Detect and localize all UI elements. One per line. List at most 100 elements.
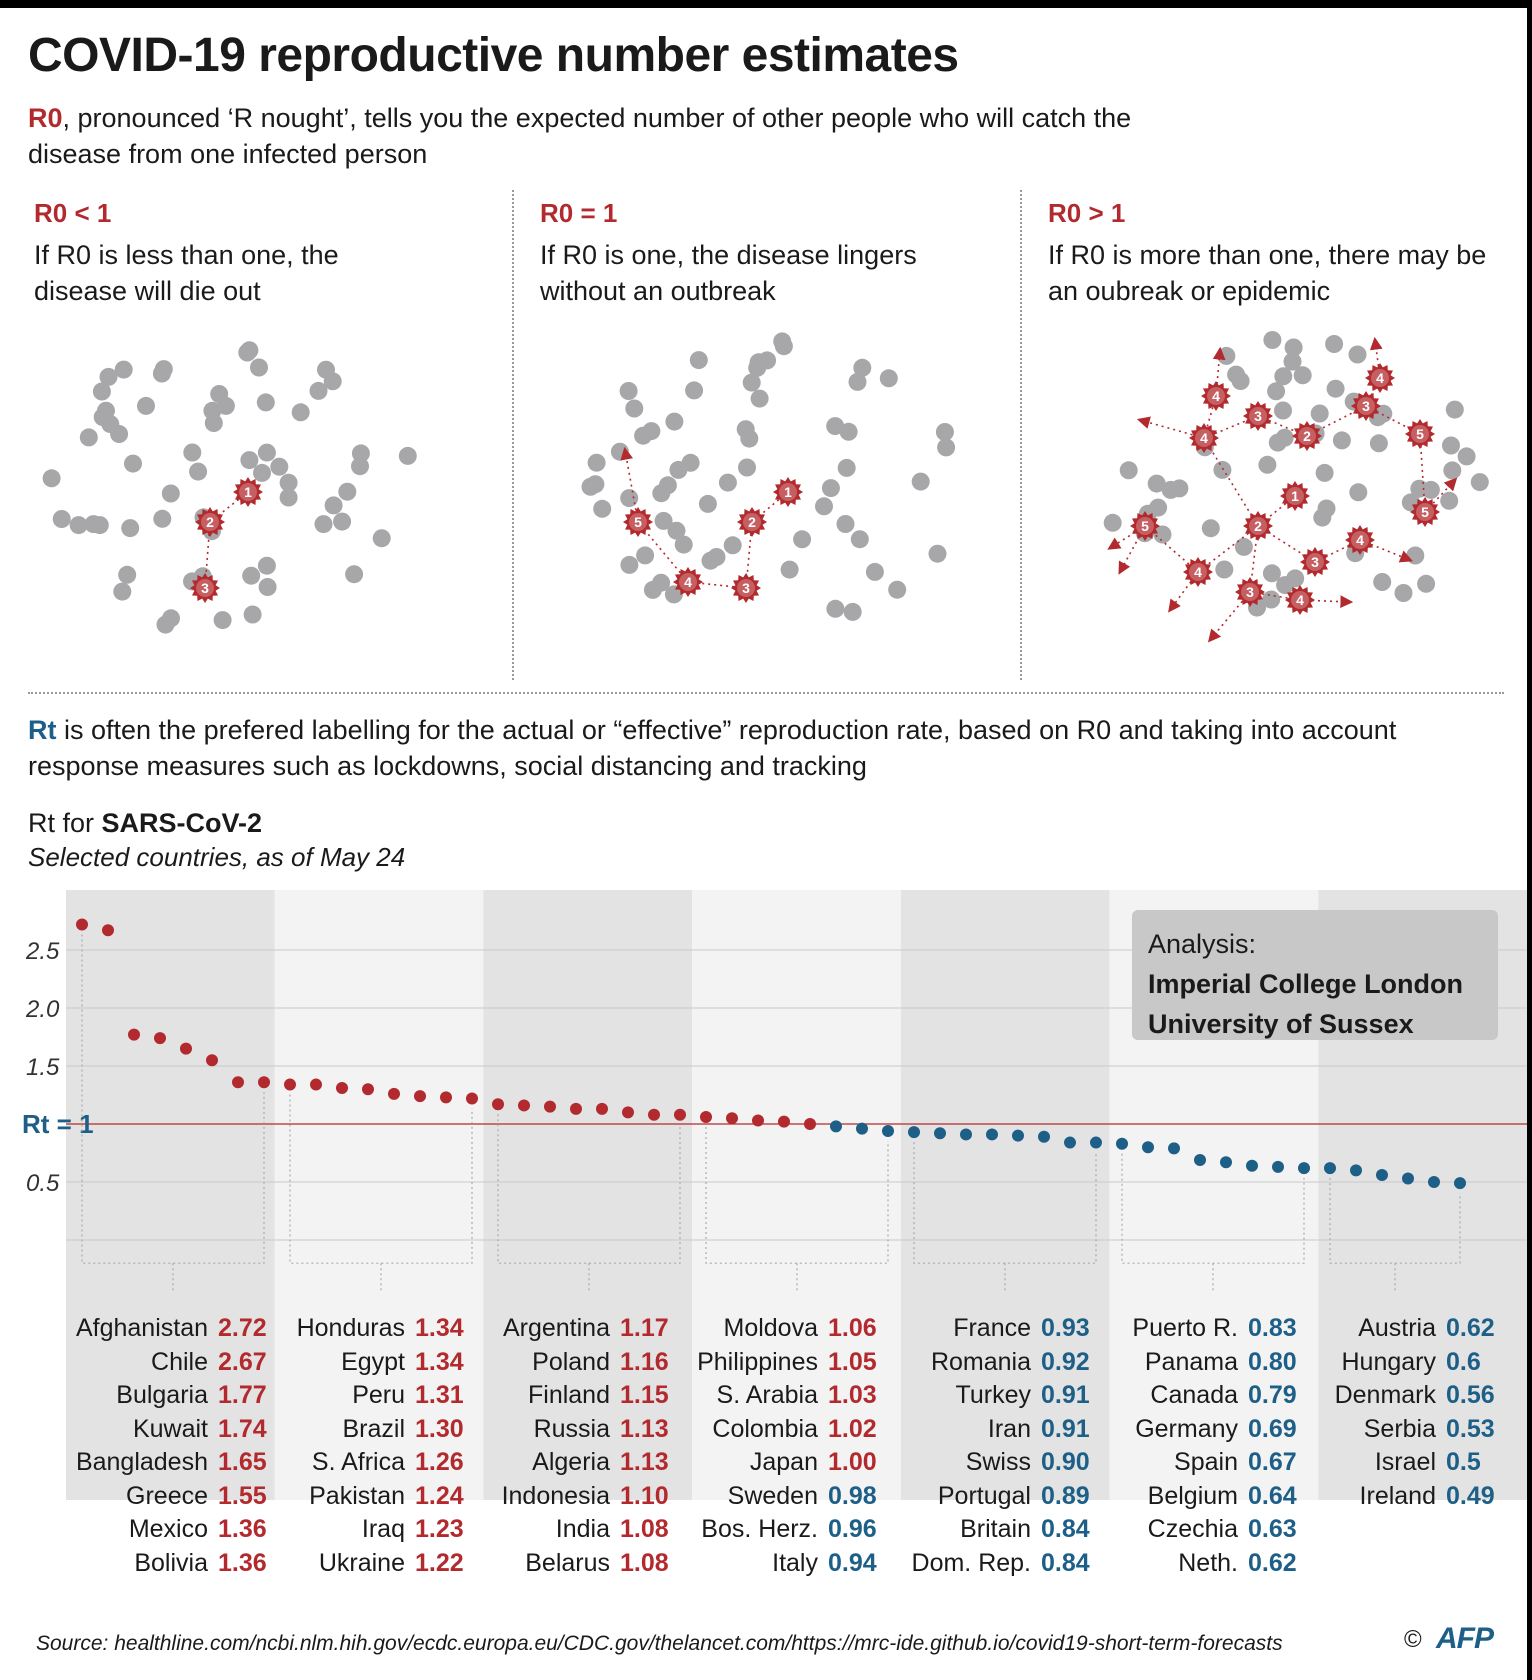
rt-value: 0.94 bbox=[828, 1548, 877, 1577]
country-row: Ukraine 1.22 bbox=[297, 1547, 477, 1581]
data-point bbox=[882, 1124, 894, 1137]
country-row: Honduras 1.34 bbox=[297, 1312, 477, 1346]
rt-value: 1.24 bbox=[415, 1481, 464, 1510]
rt-value: 0.91 bbox=[1041, 1381, 1090, 1409]
person-icon bbox=[1410, 479, 1429, 498]
data-point bbox=[986, 1128, 998, 1141]
data-point bbox=[700, 1111, 712, 1124]
infected-person-icon bbox=[737, 507, 767, 537]
country-row: Belgium 0.64 bbox=[1132, 1480, 1310, 1514]
country-name: Colombia bbox=[712, 1414, 818, 1443]
person-icon bbox=[911, 472, 930, 491]
country-row: Russia 1.13 bbox=[502, 1413, 682, 1447]
person-icon bbox=[42, 469, 61, 488]
person-icon bbox=[879, 369, 898, 388]
data-point bbox=[1376, 1169, 1388, 1182]
data-point bbox=[1064, 1136, 1076, 1149]
person-icon bbox=[593, 499, 612, 518]
country-name: Argentina bbox=[502, 1314, 610, 1342]
person-icon bbox=[153, 509, 172, 528]
country-name: Japan bbox=[749, 1448, 818, 1476]
panel-heading: R0 < 1 bbox=[34, 198, 112, 228]
data-point bbox=[492, 1098, 504, 1111]
person-icon bbox=[1149, 498, 1168, 517]
person-icon bbox=[610, 442, 629, 461]
section-divider bbox=[28, 692, 1504, 694]
rt-value: 0.91 bbox=[1041, 1414, 1090, 1443]
country-name: Chile bbox=[151, 1347, 208, 1376]
person-icon bbox=[52, 510, 71, 528]
rt-value: 1.16 bbox=[620, 1347, 669, 1376]
person-icon bbox=[750, 389, 769, 408]
svg-text:2: 2 bbox=[1254, 518, 1262, 534]
country-name: India bbox=[555, 1515, 610, 1543]
person-icon bbox=[1293, 366, 1312, 385]
person-icon bbox=[742, 373, 761, 392]
group-bracket bbox=[1329, 1178, 1461, 1264]
rt-value: 2.72 bbox=[218, 1314, 267, 1342]
data-point bbox=[1038, 1130, 1050, 1143]
svg-text:4: 4 bbox=[1376, 370, 1384, 386]
data-point bbox=[362, 1083, 374, 1096]
transmission-arrow bbox=[620, 446, 639, 523]
data-point bbox=[1402, 1172, 1414, 1185]
person-icon bbox=[587, 453, 606, 472]
label-column-1: Afghanistan 2.72 Chile 2.67 Bulgaria 1.77 Kuwa… bbox=[76, 1312, 280, 1580]
country-name: S. Arabia bbox=[716, 1381, 818, 1409]
svg-text:4: 4 bbox=[1212, 388, 1220, 404]
country-row: Argentina 1.17 bbox=[502, 1312, 682, 1346]
country-row: Hungary 0.6 bbox=[1335, 1346, 1508, 1380]
country-name: Algeria bbox=[532, 1448, 610, 1476]
person-icon bbox=[634, 426, 653, 445]
person-icon bbox=[1417, 574, 1436, 593]
person-icon bbox=[216, 396, 235, 415]
rt-value: 1.30 bbox=[415, 1414, 464, 1443]
data-point bbox=[1142, 1141, 1154, 1154]
country-row: Bos. Herz. 0.96 bbox=[697, 1513, 890, 1547]
rt-value: 1.03 bbox=[828, 1381, 877, 1409]
person-icon bbox=[1283, 352, 1302, 371]
person-icon bbox=[1234, 537, 1253, 556]
person-icon bbox=[256, 393, 275, 412]
person-icon bbox=[1119, 461, 1138, 480]
country-name: Turkey bbox=[955, 1381, 1031, 1409]
country-row: Mexico 1.36 bbox=[76, 1513, 280, 1547]
y-tick-label: 0.5 bbox=[26, 1170, 60, 1197]
svg-text:5: 5 bbox=[1141, 518, 1149, 534]
rt-intro: Rt is often the prefered labelling for t… bbox=[28, 712, 1508, 784]
person-icon bbox=[1326, 379, 1345, 398]
data-point bbox=[1298, 1162, 1310, 1175]
data-point bbox=[258, 1076, 270, 1089]
country-row: Philippines 1.05 bbox=[697, 1346, 890, 1380]
country-row: Puerto R. 0.83 bbox=[1132, 1312, 1310, 1346]
person-icon bbox=[1332, 431, 1351, 450]
country-name: Serbia bbox=[1363, 1414, 1436, 1443]
person-icon bbox=[345, 565, 364, 584]
person-icon bbox=[1153, 525, 1172, 544]
transmission-arrow bbox=[1365, 405, 1421, 435]
person-icon bbox=[935, 423, 954, 441]
country-row: Israel 0.5 bbox=[1335, 1446, 1508, 1480]
country-name: Austria bbox=[1358, 1314, 1436, 1342]
right-border bbox=[1527, 0, 1532, 1680]
person-icon bbox=[850, 530, 869, 549]
person-icon bbox=[114, 360, 133, 379]
rt-value: 0.92 bbox=[1041, 1347, 1090, 1376]
rt-value: 2.67 bbox=[218, 1347, 267, 1376]
data-point bbox=[570, 1102, 582, 1115]
data-point bbox=[1246, 1159, 1258, 1172]
r0-intro-text: , pronounced ‘R nought’, tells you the e… bbox=[28, 103, 1132, 169]
person-icon bbox=[242, 566, 261, 585]
person-icon bbox=[928, 544, 947, 563]
infected-person-icon bbox=[1243, 511, 1273, 541]
country-row: S. Arabia 1.03 bbox=[697, 1379, 890, 1413]
country-name: Neth. bbox=[1178, 1548, 1238, 1577]
person-icon bbox=[780, 560, 799, 579]
svg-text:4: 4 bbox=[1356, 532, 1364, 548]
country-row: France 0.93 bbox=[912, 1312, 1103, 1346]
country-row: Poland 1.16 bbox=[502, 1346, 682, 1380]
rt-intro-text: is often the prefered labelling for the … bbox=[28, 715, 1397, 781]
person-icon bbox=[848, 372, 867, 391]
label-column-5: France 0.93 Romania 0.92 Turkey 0.91 Iran 0.91 S… bbox=[912, 1312, 1103, 1580]
person-icon bbox=[333, 512, 352, 531]
